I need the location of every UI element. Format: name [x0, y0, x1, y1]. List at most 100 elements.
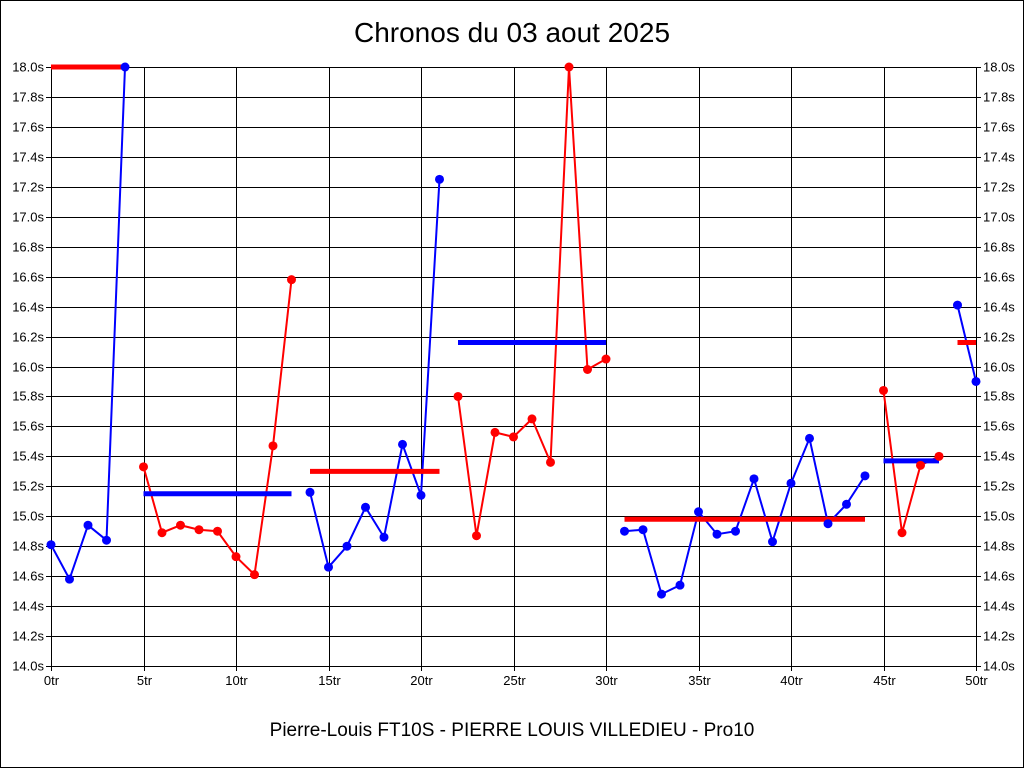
- y-axis-label-left: 15.2s: [12, 479, 44, 494]
- y-axis-label-right: 15.2s: [983, 479, 1015, 494]
- x-axis-label: 0tr: [44, 673, 60, 688]
- stint-7-lap-point: [971, 376, 981, 386]
- y-axis-label-right: 14.2s: [983, 629, 1015, 644]
- stint-5-lap-point: [675, 580, 685, 590]
- stint-2-lap-point: [157, 528, 167, 538]
- y-axis-label-left: 16.0s: [12, 360, 44, 375]
- y-axis-label-right: 17.0s: [983, 210, 1015, 225]
- y-axis-label-left: 15.0s: [12, 509, 44, 524]
- stint-4-lap-point: [546, 457, 555, 467]
- stint-5-lap-point: [823, 519, 833, 529]
- grid-group: [46, 67, 981, 671]
- y-axis-label-left: 14.0s: [12, 659, 44, 674]
- y-axis-label-left: 18.0s: [12, 60, 44, 75]
- stint-2-lap-point: [287, 275, 296, 285]
- stint-1-lap-point: [83, 520, 93, 530]
- stint-5-lap-point: [842, 499, 851, 509]
- stint-6-lap-point: [897, 528, 907, 538]
- stint-5-lap-point: [620, 526, 629, 536]
- stint-3-lap-point: [416, 490, 426, 500]
- y-axis-label-right: 17.8s: [983, 90, 1015, 105]
- y-axis-label-right: 16.2s: [983, 330, 1015, 345]
- x-axis-label: 5tr: [137, 673, 153, 688]
- stint-5-lap-point: [749, 474, 759, 484]
- y-axis-label-right: 15.4s: [983, 449, 1015, 464]
- y-axis-label-right: 15.8s: [983, 389, 1015, 404]
- stint-3-lap-point: [398, 439, 407, 449]
- stint-4-lap-point: [601, 354, 611, 364]
- stint-5-lap-point: [694, 507, 703, 517]
- y-axis-label-right: 14.4s: [983, 599, 1015, 614]
- stint-1-lap-point: [102, 535, 111, 545]
- stint-4-lap-point: [472, 531, 481, 541]
- y-axis-label-right: 17.4s: [983, 150, 1015, 165]
- stint-4-lap-point: [583, 364, 592, 374]
- x-axis-label: 40tr: [780, 673, 803, 688]
- stint-7-lap-point: [953, 300, 962, 310]
- stint-3-lap-point: [379, 532, 389, 542]
- y-axis-label-right: 16.6s: [983, 270, 1015, 285]
- stint-5-lap-point: [638, 525, 648, 535]
- x-axis-label: 50tr: [965, 673, 988, 688]
- stint-2-lap-point: [268, 441, 278, 451]
- y-axis-label-left: 15.6s: [12, 419, 44, 434]
- stint-2-lap-point: [139, 462, 148, 472]
- stint-5-lap-point: [786, 478, 796, 488]
- y-axis-label-right: 14.8s: [983, 539, 1015, 554]
- y-axis-label-left: 17.4s: [12, 150, 44, 165]
- y-axis-label-left: 17.6s: [12, 120, 44, 135]
- stint-4-lap-point: [509, 432, 518, 442]
- stint-6-lap-point: [934, 451, 944, 461]
- stint-3-lap-point: [435, 174, 444, 184]
- y-axis-label-right: 16.4s: [983, 300, 1015, 315]
- plot-border: [51, 67, 977, 667]
- stint-2-lap-point: [250, 570, 259, 580]
- driver-caption: Pierre-Louis FT10S - PIERRE LOUIS VILLED…: [269, 720, 755, 741]
- stint-1-line: [50, 66, 126, 582]
- stint-3-lap-point: [361, 502, 370, 512]
- y-axis-label-left: 14.2s: [12, 629, 44, 644]
- y-axis-label-right: 18.0s: [983, 60, 1015, 75]
- stint-5-lap-point: [860, 471, 870, 481]
- stint-4-lap-point: [490, 427, 500, 437]
- y-axis-label-left: 17.2s: [12, 180, 44, 195]
- stint-5-lap-point: [712, 529, 722, 539]
- stint-6-lap-point: [916, 460, 925, 470]
- stint-5-lap-point: [731, 526, 740, 536]
- stint-1-lap-point: [65, 574, 74, 584]
- stint-1-lap-point: [46, 540, 56, 550]
- x-axis-label: 15tr: [318, 673, 341, 688]
- y-axis-label-right: 17.2s: [983, 180, 1015, 195]
- stint-6-lap-point: [879, 385, 888, 395]
- chart-title: Chronos du 03 aout 2025: [353, 17, 671, 48]
- stint-2-lap-point: [176, 520, 185, 530]
- x-axis-label: 10tr: [225, 673, 248, 688]
- stint-3-lap-point: [342, 541, 352, 551]
- y-axis-label-left: 16.6s: [12, 270, 44, 285]
- y-axis-label-right: 15.0s: [983, 509, 1015, 524]
- stint-3-lap-point: [324, 562, 333, 572]
- stint-4-lap-point: [564, 62, 574, 72]
- x-axis-label: 25tr: [503, 673, 526, 688]
- stint-3-line: [309, 179, 441, 570]
- stint-5-lap-point: [768, 537, 777, 547]
- stint-2-lap-point: [213, 526, 222, 536]
- stint-4-lap-point: [527, 414, 537, 424]
- y-axis-label-left: 17.8s: [12, 90, 44, 105]
- y-axis-label-left: 14.8s: [12, 539, 44, 554]
- y-axis-label-right: 15.6s: [983, 419, 1015, 434]
- y-axis-label-right: 17.6s: [983, 120, 1015, 135]
- stint-5-lap-point: [657, 589, 666, 599]
- y-axis-label-right: 16.8s: [983, 240, 1015, 255]
- stint-3-lap-point: [305, 487, 315, 497]
- stint-2-lap-point: [231, 552, 241, 562]
- stint-2-lap-point: [194, 525, 204, 535]
- x-axis-label: 20tr: [410, 673, 433, 688]
- y-axis-label-left: 14.4s: [12, 599, 44, 614]
- y-axis-label-left: 17.0s: [12, 210, 44, 225]
- stint-1-lap-point: [120, 62, 130, 72]
- y-axis-label-right: 14.6s: [983, 569, 1015, 584]
- x-axis-label: 35tr: [688, 673, 711, 688]
